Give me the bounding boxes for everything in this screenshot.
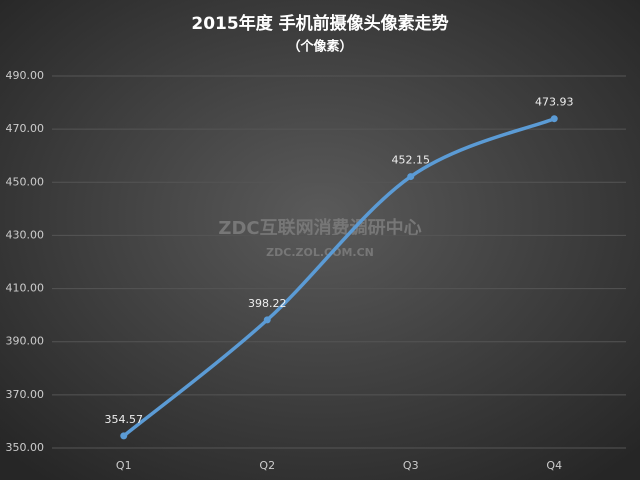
y-tick-label: 350.00 (6, 441, 45, 454)
point (263, 316, 271, 324)
y-tick-label: 490.00 (6, 69, 45, 82)
line (122, 116, 556, 438)
watermark: ZDC.ZOL.COM.CN (266, 246, 374, 259)
point (407, 173, 415, 181)
watermark: ZDC互联网消费调研中心 (218, 217, 421, 239)
x-tick-label: Q4 (546, 459, 562, 472)
data-label: 452.15 (392, 154, 431, 167)
y-tick-label: 450.00 (6, 175, 45, 188)
data-label: 473.93 (535, 96, 574, 109)
y-tick-label: 390.00 (6, 335, 45, 348)
x-tick-label: Q3 (403, 459, 419, 472)
y-tick-label: 370.00 (6, 388, 45, 401)
y-tick-label: 470.00 (6, 122, 45, 135)
x-tick-label: Q2 (259, 459, 275, 472)
y-tick-label: 410.00 (6, 282, 45, 295)
y-tick-label: 430.00 (6, 228, 45, 241)
data-label: 354.57 (105, 413, 144, 426)
chart-subtitle: （个像素） (287, 39, 352, 55)
chart-title: 2015年度 手机前摄像头像素走势 (191, 13, 448, 34)
point (120, 432, 128, 440)
point (550, 115, 558, 123)
x-tick-label: Q1 (116, 459, 132, 472)
data-label: 398.22 (248, 297, 287, 310)
